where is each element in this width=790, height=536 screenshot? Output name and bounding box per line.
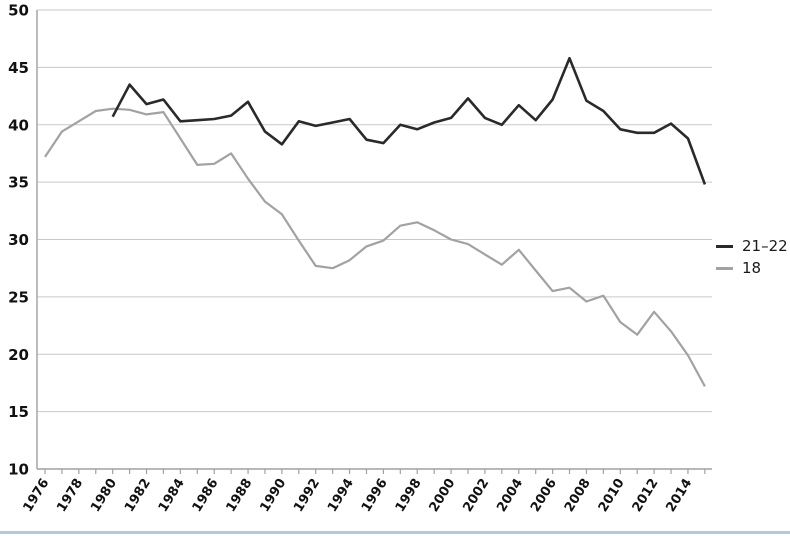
x-tick-label-2008: 2008: [562, 476, 594, 515]
x-tick-label-2004: 2004: [494, 476, 526, 515]
legend-label-18: 18: [742, 259, 762, 277]
series-line-18: [44, 107, 706, 387]
x-tick-label-1982: 1982: [122, 476, 154, 515]
bottom-rule: [0, 531, 790, 534]
x-tick-label-1996: 1996: [359, 476, 391, 515]
legend-item-21-22: 21–22: [716, 239, 788, 254]
legend-swatch-21-22: [716, 245, 733, 248]
x-tick-label-1998: 1998: [393, 476, 425, 515]
y-tick-label-30: 30: [8, 231, 29, 249]
x-tick-label-1986: 1986: [190, 476, 222, 515]
legend-swatch-18: [716, 267, 733, 270]
x-tick-label-2000: 2000: [427, 476, 459, 515]
x-tick-label-2014: 2014: [663, 476, 695, 515]
x-tick-label-2012: 2012: [630, 476, 662, 515]
legend-label-21-22: 21–22: [742, 237, 788, 255]
y-tick-label-35: 35: [8, 174, 29, 192]
y-tick-label-10: 10: [8, 461, 29, 479]
y-tick-label-45: 45: [8, 59, 29, 77]
x-tick-label-1992: 1992: [291, 476, 323, 515]
chart-legend: 21–22 18: [716, 239, 788, 276]
series-line-21-22: [111, 56, 707, 185]
x-tick-label-2010: 2010: [596, 476, 628, 515]
x-tick-label-2006: 2006: [528, 476, 560, 515]
x-tick-label-1990: 1990: [257, 476, 289, 515]
y-tick-label-20: 20: [8, 346, 29, 364]
y-tick-label-15: 15: [8, 403, 29, 421]
x-tick-label-1994: 1994: [325, 476, 357, 515]
y-tick-label-40: 40: [8, 116, 29, 134]
x-tick-label-1988: 1988: [224, 476, 256, 515]
x-tick-label-1978: 1978: [54, 476, 86, 515]
legend-item-18: 18: [716, 261, 788, 276]
x-tick-label-1976: 1976: [20, 476, 52, 515]
x-tick-label-1984: 1984: [156, 476, 188, 515]
x-tick-label-1980: 1980: [88, 476, 120, 515]
y-tick-label-50: 50: [8, 2, 29, 20]
x-tick-label-2002: 2002: [460, 476, 492, 515]
y-tick-label-25: 25: [8, 288, 29, 306]
